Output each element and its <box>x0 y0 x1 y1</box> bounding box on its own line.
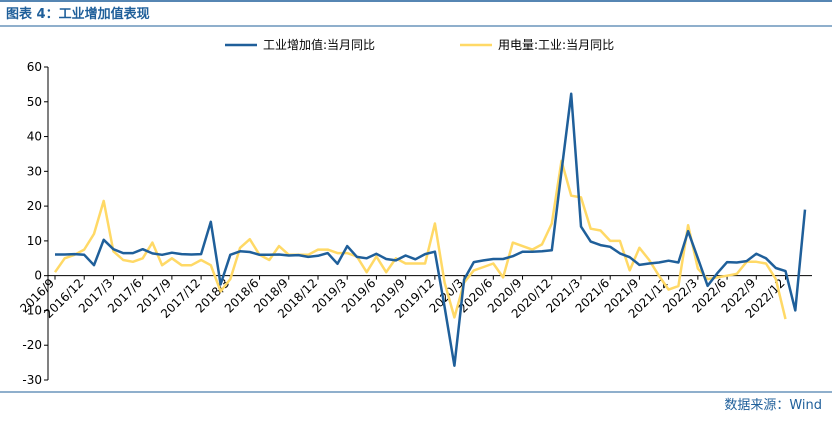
y-tick-label: 60 <box>27 60 42 74</box>
y-tick-label: 20 <box>27 199 42 213</box>
series-line <box>55 92 807 367</box>
y-tick-label: 40 <box>27 130 42 144</box>
y-tick-label: -20 <box>22 338 42 352</box>
series-line <box>53 159 787 320</box>
y-tick-label: 0 <box>34 269 42 283</box>
y-tick-label: 10 <box>27 234 42 248</box>
y-tick-label: -30 <box>22 373 42 387</box>
legend-label: 用电量:工业:当月同比 <box>498 38 614 52</box>
source: 数据来源：Wind <box>724 398 822 413</box>
y-tick-label: 50 <box>27 95 42 109</box>
y-tick-label: 30 <box>27 164 42 178</box>
y-tick-label: -10 <box>22 303 42 317</box>
chart-title: 图表 4：工业增加值表现 <box>6 6 150 22</box>
legend-label: 工业增加值:当月同比 <box>263 37 375 52</box>
